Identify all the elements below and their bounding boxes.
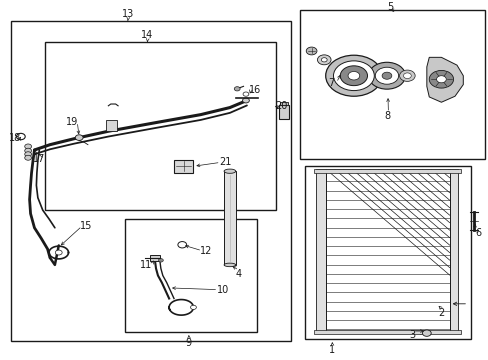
Bar <box>325 170 449 332</box>
Text: 11: 11 <box>140 260 152 270</box>
Circle shape <box>381 72 391 79</box>
Bar <box>11 21 290 341</box>
Circle shape <box>190 305 196 310</box>
Text: 9: 9 <box>185 338 191 348</box>
Circle shape <box>340 66 367 86</box>
Bar <box>279 102 287 105</box>
Text: 14: 14 <box>141 30 153 40</box>
Bar <box>449 170 458 332</box>
Circle shape <box>321 58 326 62</box>
Text: 1: 1 <box>328 345 334 355</box>
Circle shape <box>374 67 398 84</box>
Circle shape <box>55 250 62 255</box>
Text: 12: 12 <box>200 246 212 256</box>
Text: 8: 8 <box>384 111 390 121</box>
Circle shape <box>25 155 31 160</box>
Bar <box>125 219 256 332</box>
Text: 17: 17 <box>33 154 45 164</box>
Circle shape <box>317 55 330 65</box>
Circle shape <box>403 73 410 78</box>
Text: 20: 20 <box>274 101 286 111</box>
Text: 7: 7 <box>327 78 333 88</box>
Text: 18: 18 <box>9 132 21 143</box>
Text: 6: 6 <box>475 228 481 238</box>
Text: 15: 15 <box>80 221 92 231</box>
Bar <box>313 169 460 173</box>
Bar <box>224 171 235 265</box>
Bar <box>45 42 276 210</box>
Text: 5: 5 <box>386 2 393 12</box>
Bar <box>278 105 288 119</box>
Text: 16: 16 <box>248 85 261 95</box>
Circle shape <box>25 144 31 149</box>
Bar <box>174 159 193 173</box>
Circle shape <box>75 135 83 140</box>
Text: 10: 10 <box>216 285 228 294</box>
Circle shape <box>422 330 430 336</box>
Circle shape <box>399 70 414 81</box>
Bar <box>149 255 160 261</box>
Circle shape <box>428 71 453 88</box>
Circle shape <box>305 47 316 55</box>
Ellipse shape <box>224 263 235 267</box>
Circle shape <box>25 148 31 153</box>
Circle shape <box>325 55 381 96</box>
Text: 2: 2 <box>437 308 444 318</box>
Bar <box>305 166 469 339</box>
Text: 4: 4 <box>235 269 241 279</box>
Bar <box>106 120 116 131</box>
Circle shape <box>347 72 359 80</box>
Circle shape <box>234 87 240 91</box>
Bar <box>313 330 460 334</box>
Circle shape <box>368 62 405 89</box>
Text: 19: 19 <box>65 117 78 127</box>
Circle shape <box>158 258 163 262</box>
Bar <box>300 10 484 159</box>
Circle shape <box>25 152 31 157</box>
Ellipse shape <box>224 169 235 173</box>
Text: 3: 3 <box>408 329 414 339</box>
Circle shape <box>242 98 249 103</box>
Polygon shape <box>426 57 462 102</box>
Circle shape <box>436 76 446 83</box>
Bar <box>316 170 325 332</box>
Circle shape <box>333 61 373 91</box>
Text: 13: 13 <box>122 9 134 19</box>
Text: 21: 21 <box>219 157 231 167</box>
